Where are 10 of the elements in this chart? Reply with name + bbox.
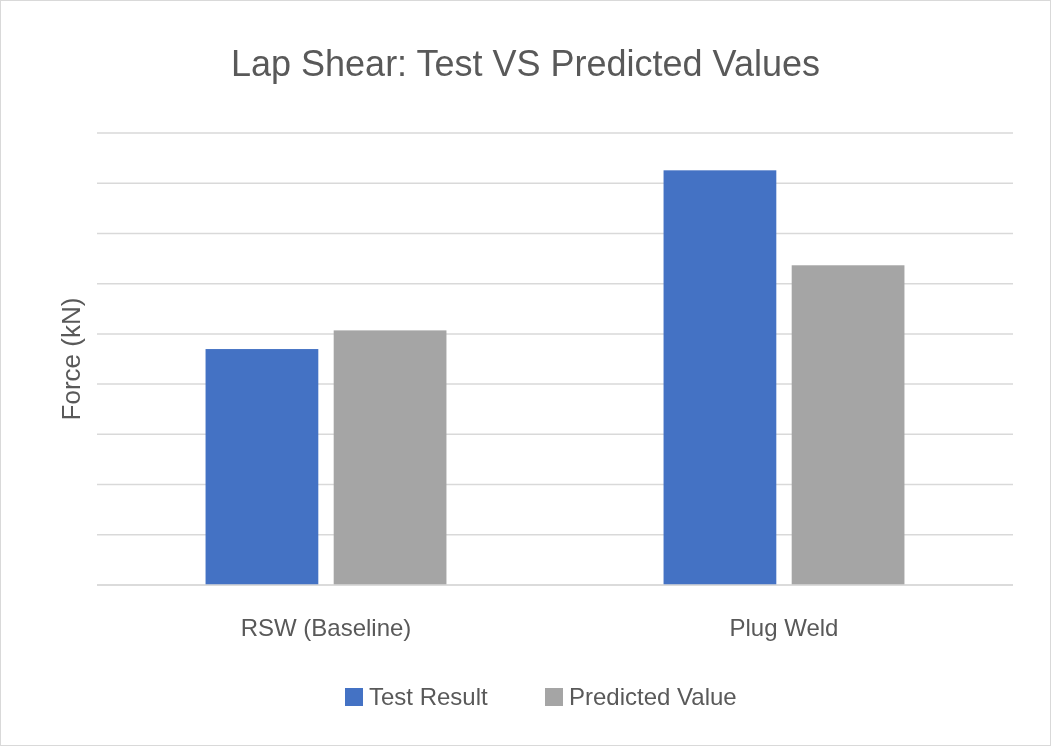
legend-label: Predicted Value (569, 683, 737, 710)
bar (205, 349, 319, 585)
bar (333, 330, 447, 585)
legend-label: Test Result (369, 683, 489, 710)
x-tick-label: RSW (Baseline) (240, 614, 412, 641)
x-tick-label: Plug Weld (729, 614, 839, 641)
bar (791, 265, 905, 585)
chart-title: Lap Shear: Test VS Predicted Values (230, 43, 821, 84)
y-axis-title: Force (kN) (56, 297, 86, 421)
bar (663, 170, 777, 585)
